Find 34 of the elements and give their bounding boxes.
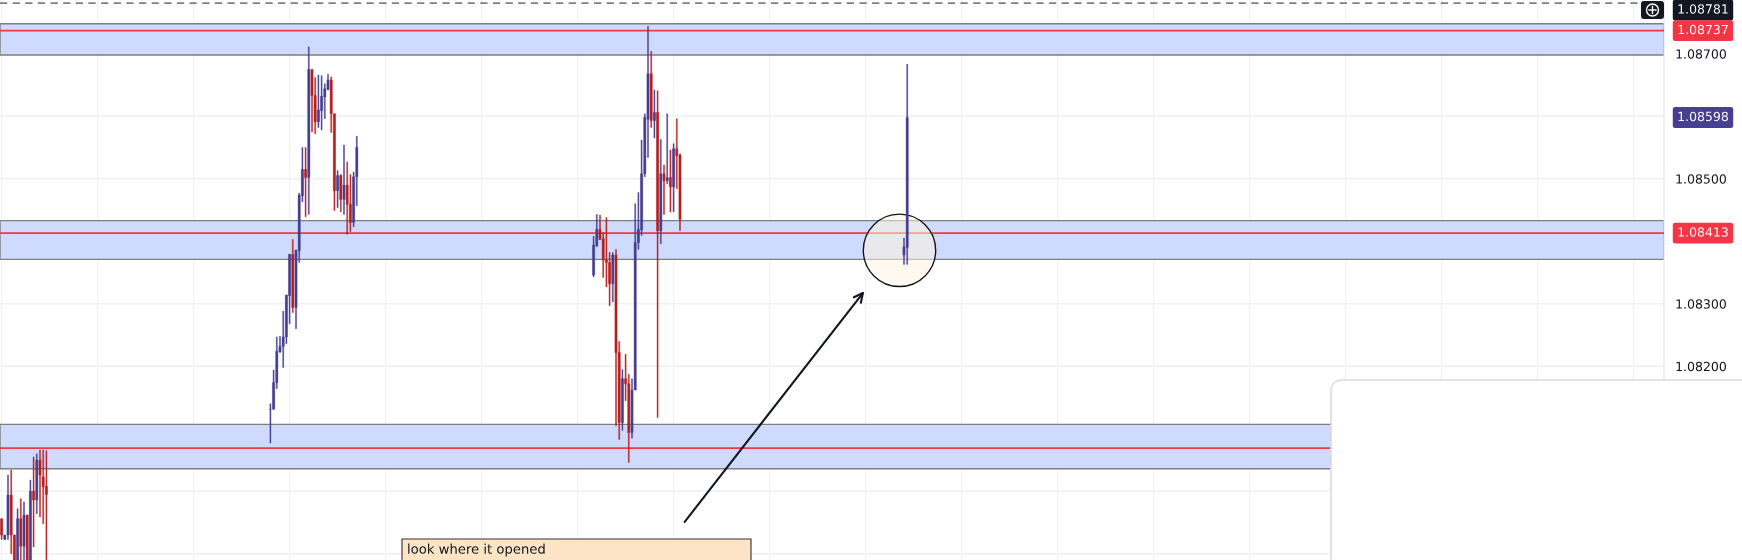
candlestick [304, 147, 307, 218]
candlestick [649, 51, 653, 128]
candlestick [665, 113, 669, 184]
candlestick [35, 453, 39, 514]
candlestick [320, 75, 323, 131]
candlestick [25, 514, 29, 560]
candlestick [621, 369, 624, 431]
candlestick [656, 90, 659, 418]
y-tick-label: 1.08300 [1676, 299, 1726, 309]
y-tick-label: 1.08200 [1676, 361, 1726, 372]
ref-line-label: 1.08737 [1678, 24, 1728, 35]
candlestick [317, 74, 320, 128]
y-tick-label: 1.08700 [1676, 49, 1726, 59]
candlestick [342, 144, 346, 215]
candlestick [339, 174, 343, 213]
candlestick [32, 456, 35, 548]
candlestick [310, 69, 314, 133]
candlestick [45, 450, 48, 560]
text: 1.08598 [1678, 111, 1728, 122]
ref-line-label: 1.08781 [1678, 4, 1728, 14]
candlestick [662, 164, 666, 215]
candlestick [653, 89, 656, 139]
ref-line-label: 1.08413 [1678, 227, 1728, 237]
candlestick [22, 501, 26, 560]
candlestick [307, 46, 311, 215]
annotation: look where it opened [408, 543, 545, 557]
candlestick [672, 143, 675, 213]
candlestick [659, 139, 663, 244]
candlestick [669, 149, 672, 213]
candlestick [345, 161, 349, 235]
y-tick-label: 1.08500 [1676, 174, 1726, 184]
candlestick [19, 498, 23, 560]
candlestick [905, 64, 909, 265]
candlestick [336, 170, 339, 208]
